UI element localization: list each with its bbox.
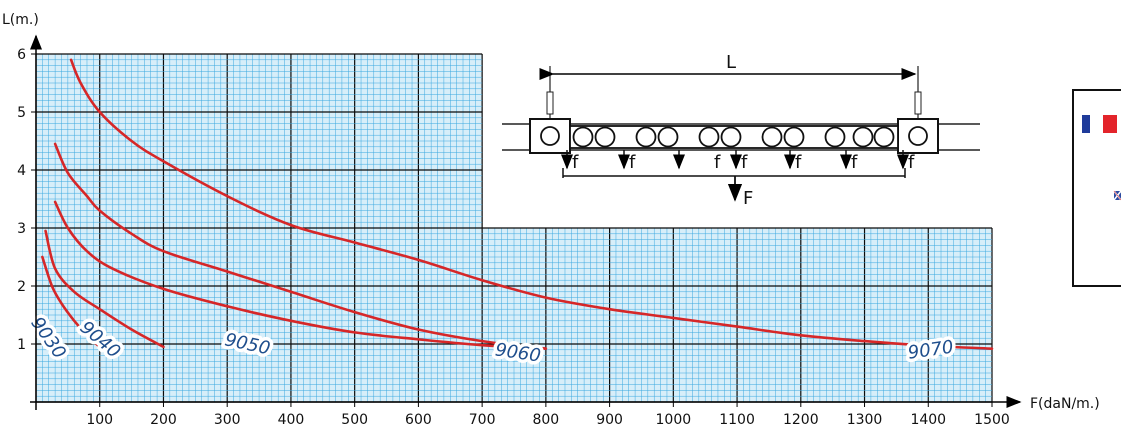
y-tick-label: 5 (17, 105, 26, 121)
beam-diagram: L f f f f f ff F (502, 52, 980, 209)
beam-roller (720, 126, 742, 148)
curve-9060 (53, 142, 548, 350)
x-tick-label: 1300 (847, 412, 883, 428)
curve-9030 (41, 255, 102, 349)
point-load-label: f (714, 152, 721, 173)
x-axis-title: F(daN/m.) (1030, 396, 1100, 412)
point-load-label: f (908, 152, 915, 173)
beam-rollers (572, 126, 895, 148)
span-label: L (726, 52, 736, 73)
y-tick-label: 2 (17, 279, 26, 295)
point-load-label: f (851, 152, 858, 173)
point-load-arrows: f f f f f ff (561, 150, 915, 173)
chart-curves (41, 58, 994, 350)
x-tick-label: 900 (596, 412, 623, 428)
point-load-label: f (741, 152, 748, 173)
x-tick-label: 700 (469, 412, 496, 428)
beam-roller (783, 126, 805, 148)
x-tick-label: 300 (214, 412, 241, 428)
beam-roller (761, 126, 783, 148)
legend-panel (1072, 89, 1121, 287)
curve-9040 (44, 229, 165, 349)
x-tick-label: 1000 (656, 412, 692, 428)
beam-roller (873, 126, 895, 148)
x-tick-label: 800 (532, 412, 559, 428)
axis-ticks: 100 200 300 400 500 600 700 800 900 1000 1100 1200 1… (17, 47, 1010, 428)
flag-fr-icon (1082, 115, 1117, 133)
x-tick-label: 1200 (783, 412, 819, 428)
y-tick-label: 3 (17, 221, 26, 237)
beam-roller (635, 126, 657, 148)
beam-roller (594, 126, 616, 148)
point-load-label: f (795, 152, 802, 173)
y-axis-title: L(m.) (2, 12, 39, 28)
point-load-label: f (572, 152, 579, 173)
x-tick-label: 1500 (974, 412, 1010, 428)
x-tick-label: 100 (86, 412, 113, 428)
y-tick-label: 4 (17, 163, 26, 179)
y-tick-label: 6 (17, 47, 26, 63)
chart-grid (35, 53, 993, 403)
x-tick-label: 1100 (719, 412, 755, 428)
point-load-label: f (629, 152, 636, 173)
beam-roller (698, 126, 720, 148)
x-tick-label: 400 (278, 412, 305, 428)
curve-9070 (69, 58, 994, 350)
x-tick-label: 500 (341, 412, 368, 428)
x-tick-label: 1400 (910, 412, 946, 428)
beam-roller (572, 126, 594, 148)
flag-uk-icon (1113, 190, 1121, 201)
total-load-label: F (743, 188, 753, 209)
y-tick-label: 1 (17, 337, 26, 353)
beam-roller (657, 126, 679, 148)
beam-roller (852, 126, 874, 148)
curve-9050 (53, 200, 548, 350)
x-tick-label: 200 (150, 412, 177, 428)
chart-axes: L(m.) F(daN/m.) (2, 12, 1100, 412)
x-tick-label: 600 (405, 412, 432, 428)
beam-roller (824, 126, 846, 148)
